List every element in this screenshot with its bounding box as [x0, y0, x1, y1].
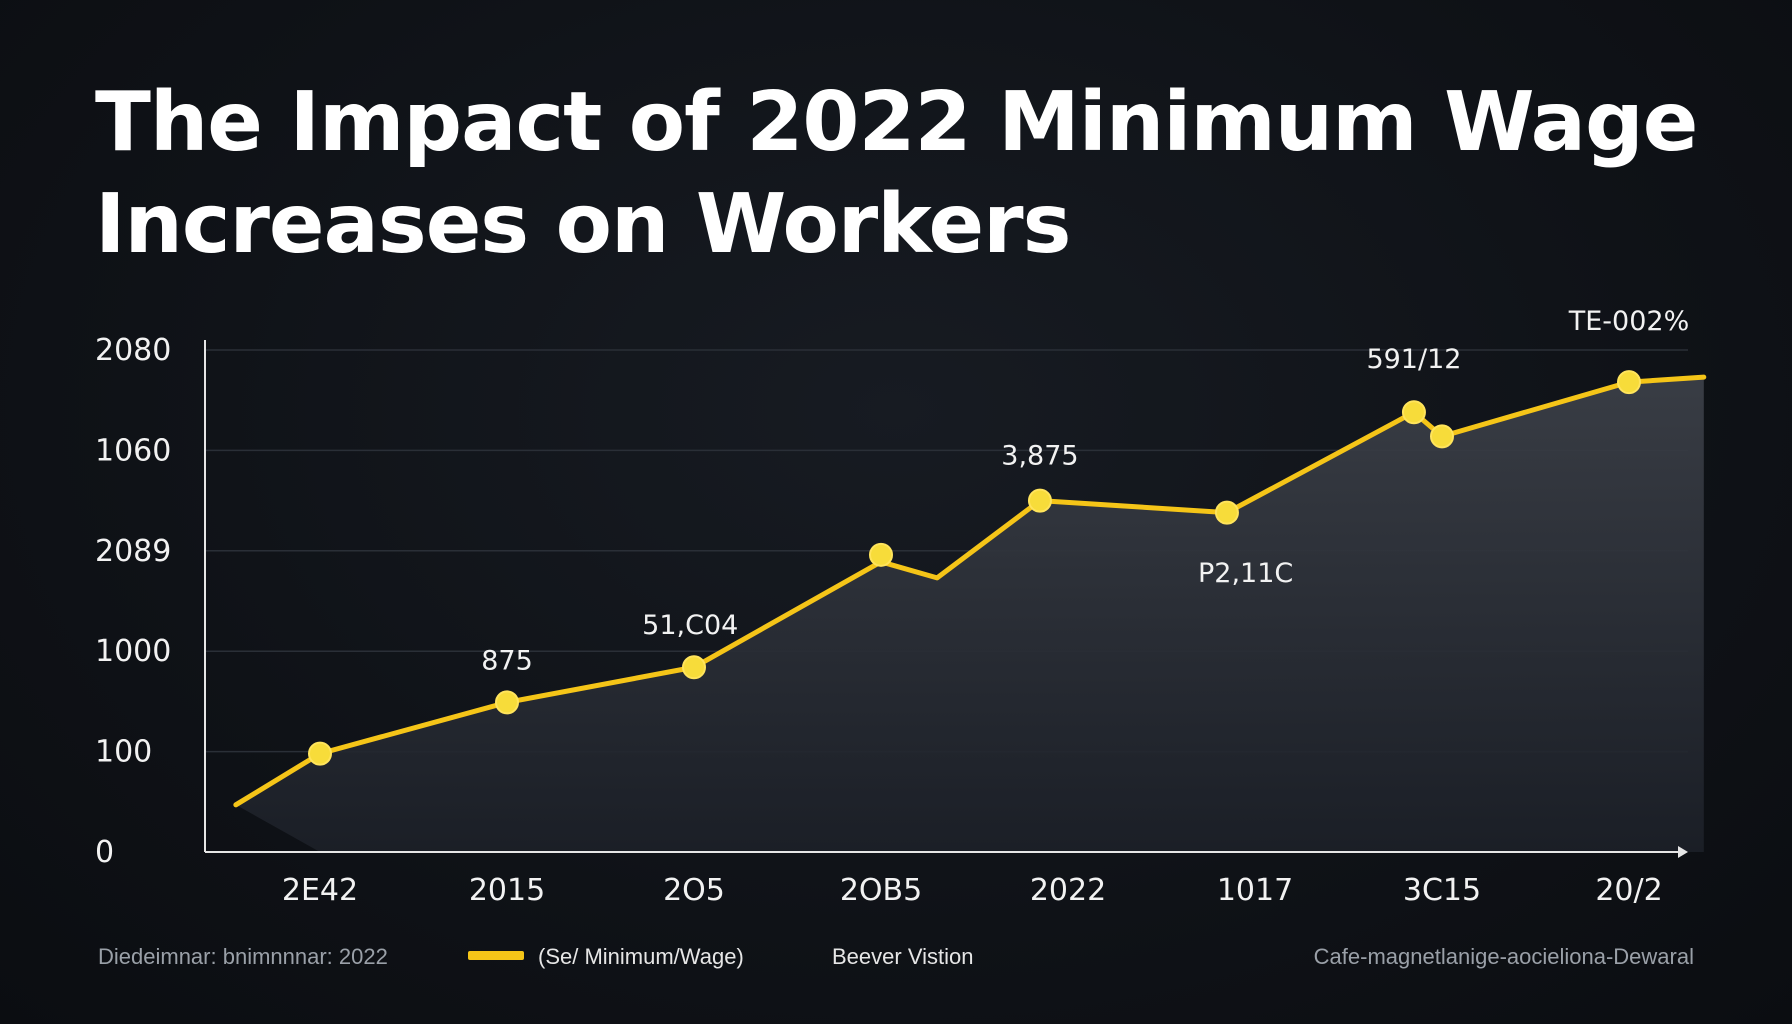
- footer-note: Diedeimnar: bnimnnnar: 2022: [98, 944, 388, 969]
- x-tick-label: 1017: [1217, 873, 1293, 908]
- legend-series-label: (Se/ Minimum/Wage): [538, 944, 744, 969]
- data-point-marker: [682, 655, 706, 680]
- legend-source-label: Beever Vistion: [832, 944, 974, 969]
- y-tick-label: 2080: [95, 333, 171, 368]
- x-tick-label: 2OB5: [840, 873, 922, 908]
- y-tick-label: 0: [95, 835, 114, 870]
- x-tick-label: 2E42: [282, 873, 358, 908]
- data-label: TE-002%: [1568, 306, 1690, 337]
- y-tick-label: 1060: [95, 433, 171, 468]
- chart-footer: Diedeimnar: bnimnnnar: 2022 (Se/ Minimum…: [0, 938, 1792, 974]
- y-tick-label: 1000: [95, 634, 171, 669]
- label-layer: 0 100 1000 2089 1060 2080 875 51,C04 3,875 P2,11C…: [95, 306, 1689, 908]
- y-tick-label: 2089: [95, 534, 171, 569]
- x-tick-label: 2015: [469, 873, 545, 908]
- data-point-marker: [495, 690, 519, 715]
- chart-title-line1: The Impact of 2022 Minimum Wage: [95, 75, 1698, 170]
- y-tick-label: 100: [95, 735, 152, 770]
- data-point-marker: [869, 542, 893, 567]
- line-layer: [233, 374, 1707, 808]
- area-layer: [235, 377, 1704, 852]
- series-line: [233, 374, 1707, 808]
- data-label: 3,875: [1001, 440, 1078, 471]
- chart-title: The Impact of 2022 Minimum Wage Increase…: [95, 72, 1715, 276]
- chart-title-line2: Increases on Workers: [95, 177, 1071, 272]
- axis-layer: [204, 340, 1688, 858]
- data-point-marker: [308, 741, 332, 766]
- data-label: 51,C04: [642, 610, 738, 641]
- data-label: 875: [481, 645, 533, 676]
- marker-layer: [308, 370, 1641, 766]
- x-tick-label: 2022: [1030, 873, 1106, 908]
- x-tick-label: 20/2: [1595, 873, 1662, 908]
- data-point-marker: [1214, 500, 1239, 525]
- data-label: P2,11C: [1198, 558, 1293, 589]
- legend-swatch: [468, 951, 524, 960]
- footer-credit: Cafe-magnetlanige-aocieliona-Dewaral: [1313, 944, 1694, 969]
- data-point-marker: [1430, 424, 1454, 449]
- data-point-marker: [1617, 370, 1641, 395]
- x-tick-label: 3C15: [1403, 873, 1481, 908]
- data-point-marker: [1027, 488, 1052, 513]
- data-label: 591/12: [1366, 344, 1461, 375]
- series-area-fill: [235, 377, 1704, 852]
- data-point-marker: [1401, 400, 1426, 425]
- x-axis-arrow: [1678, 846, 1688, 858]
- x-tick-label: 2O5: [663, 873, 725, 908]
